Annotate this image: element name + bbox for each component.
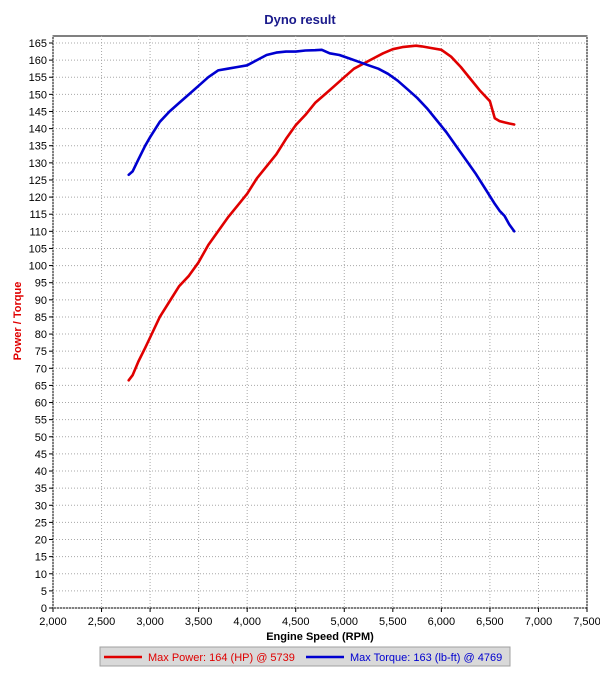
y-tick-label: 80: [35, 329, 47, 341]
x-tick-label: 5,000: [331, 616, 359, 628]
y-tick-label: 160: [29, 55, 47, 67]
y-tick-label: 90: [35, 295, 47, 307]
x-tick-label: 3,000: [136, 616, 164, 628]
x-tick-label: 4,500: [282, 616, 310, 628]
y-tick-label: 30: [35, 500, 47, 512]
y-tick-label: 135: [29, 141, 47, 153]
y-tick-label: 120: [29, 192, 47, 204]
chart-title: Dyno result: [264, 12, 336, 27]
y-tick-label: 165: [29, 38, 47, 50]
y-tick-label: 55: [35, 415, 47, 427]
legend-label: Max Power: 164 (HP) @ 5739: [148, 652, 295, 664]
legend-box: [99, 646, 511, 667]
y-tick-label: 5: [41, 586, 47, 598]
x-tick-label: 6,500: [476, 616, 504, 628]
y-tick-label: 95: [35, 278, 47, 290]
x-tick-label: 4,000: [233, 616, 261, 628]
y-tick-label: 50: [35, 432, 47, 444]
y-tick-label: 10: [35, 569, 47, 581]
x-tick-label: 2,000: [39, 616, 67, 628]
y-tick-label: 45: [35, 449, 47, 461]
torque-curve: [127, 48, 516, 233]
y-tick-label: 145: [29, 106, 47, 118]
y-tick-label: 60: [35, 398, 47, 410]
y-tick-label: 35: [35, 483, 47, 495]
plot-area: [52, 35, 588, 609]
y-tick-label: 25: [35, 517, 47, 529]
y-tick-label: 20: [35, 535, 47, 547]
x-tick-label: 3,500: [185, 616, 213, 628]
x-axis-label: Engine Speed (RPM): [266, 631, 374, 643]
y-tick-label: 115: [29, 209, 47, 221]
y-tick-label: 110: [29, 226, 47, 238]
y-tick-label: 150: [29, 89, 47, 101]
y-tick-label: 15: [35, 552, 47, 564]
y-tick-label: 155: [29, 72, 47, 84]
power-curve: [127, 44, 516, 382]
y-tick-label: 0: [41, 603, 47, 615]
y-tick-label: 105: [29, 243, 47, 255]
y-tick-label: 130: [29, 158, 47, 170]
y-tick-label: 65: [35, 380, 47, 392]
x-tick-label: 2,500: [88, 616, 116, 628]
y-tick-label: 125: [29, 175, 47, 187]
legend-label: Max Torque: 163 (lb-ft) @ 4769: [350, 652, 502, 664]
x-tick-label: 6,000: [428, 616, 456, 628]
y-tick-label: 140: [29, 124, 47, 136]
x-tick-label: 7,500: [573, 616, 600, 628]
y-tick-label: 70: [35, 363, 47, 375]
y-tick-label: 75: [35, 346, 47, 358]
x-tick-label: 7,000: [525, 616, 553, 628]
y-axis-label: Power / Torque: [12, 282, 24, 361]
y-tick-label: 40: [35, 466, 47, 478]
y-tick-label: 85: [35, 312, 47, 324]
y-tick-label: 100: [29, 261, 47, 273]
x-tick-label: 5,500: [379, 616, 407, 628]
